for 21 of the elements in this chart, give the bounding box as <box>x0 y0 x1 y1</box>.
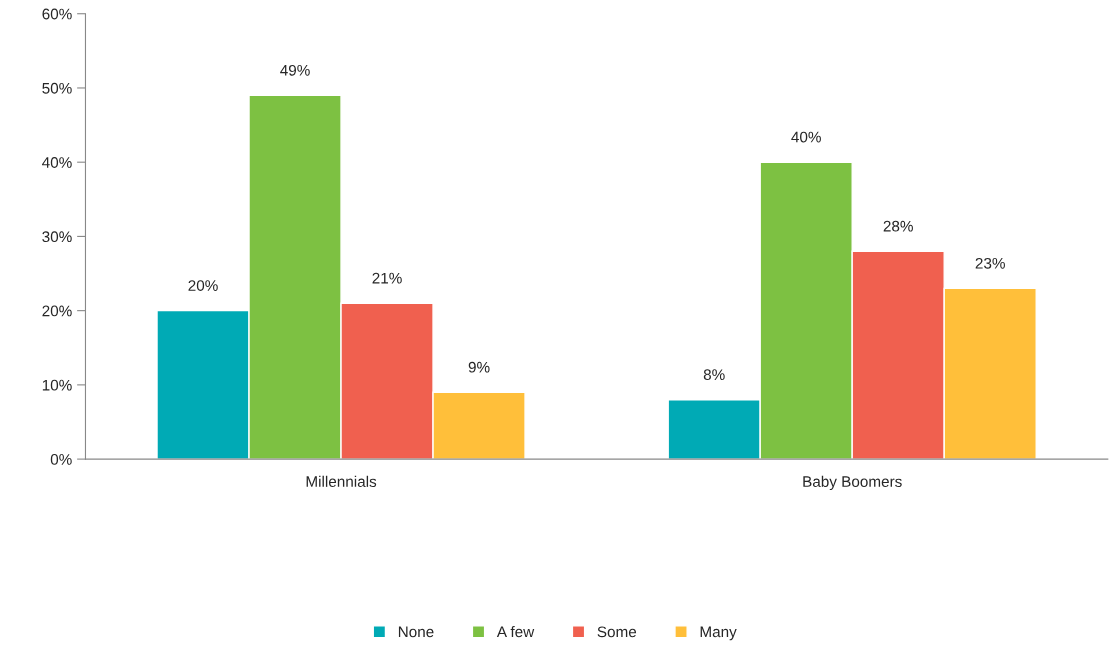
data-label: 9% <box>468 361 490 373</box>
y-tick-label: 40% <box>42 157 72 168</box>
data-label: 28% <box>883 220 913 232</box>
legend-label: None <box>398 626 434 638</box>
data-label: 20% <box>188 280 218 291</box>
y-tick-label: 10% <box>42 379 72 391</box>
legend-label: A few <box>496 626 535 638</box>
data-label: 49% <box>280 64 310 76</box>
y-tick-label: 60% <box>42 8 72 20</box>
x-tick-label: Millennials <box>306 475 377 487</box>
x-tick-label: Baby Boomers <box>803 475 902 491</box>
y-tick-label: 20% <box>42 305 72 317</box>
y-tick-label: 50% <box>42 82 72 94</box>
data-label: 8% <box>703 369 725 381</box>
y-tick-label: 30% <box>42 231 72 243</box>
data-label: 40% <box>791 131 821 143</box>
data-label: 23% <box>975 257 1005 269</box>
y-tick-label: 0% <box>50 453 72 465</box>
legend-label: Some <box>597 626 637 638</box>
data-label: 21% <box>372 272 402 284</box>
legend-label: Many <box>700 626 737 641</box>
